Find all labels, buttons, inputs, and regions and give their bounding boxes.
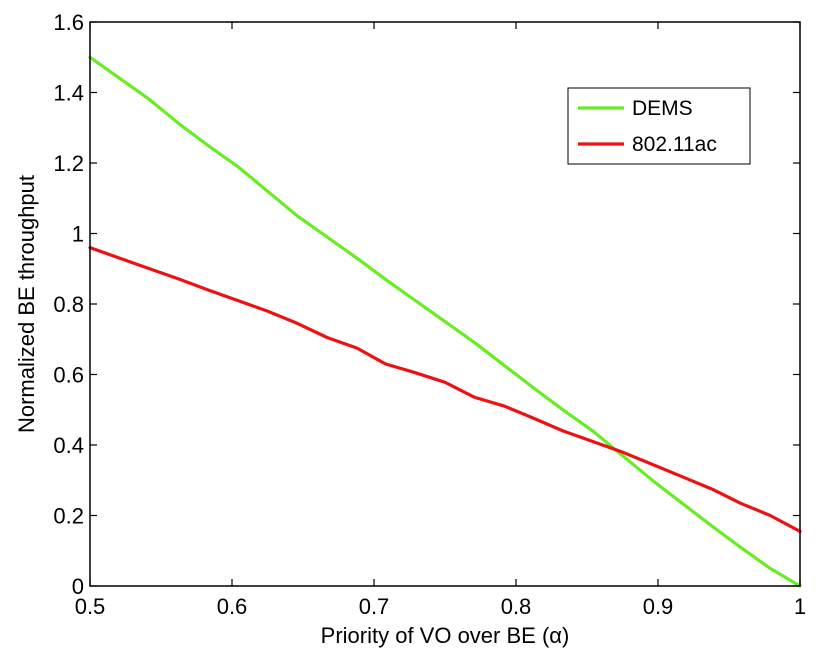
y-tick-label: 0.8: [53, 292, 84, 317]
series-line-802-11ac: [88, 246, 802, 534]
y-tick-label: 1.4: [53, 81, 84, 106]
legend-label-dems: DEMS: [632, 97, 693, 120]
legend-box: [567, 87, 751, 165]
plot-lines: [88, 55, 802, 588]
x-tick-label: 0.8: [501, 594, 532, 619]
series-line-dems: [88, 55, 802, 588]
x-tick-label: 0.6: [217, 594, 248, 619]
y-axis: 0 0.2 0.4 0.6 0.8 1 1.2 1.4 1.6: [53, 10, 800, 599]
x-axis: 0.5 0.6 0.7 0.8 0.9 1: [75, 22, 806, 619]
x-axis-label: Priority of VO over BE (α): [321, 623, 570, 648]
x-tick-label: 0.7: [359, 594, 390, 619]
y-tick-label: 0.2: [53, 504, 84, 529]
x-tick-label: 1: [794, 594, 806, 619]
legend-label-802-11ac: 802.11ac: [632, 133, 717, 156]
y-tick-label: 0.6: [53, 363, 84, 388]
x-tick-label: 0.5: [75, 594, 106, 619]
y-tick-label: 1.2: [53, 151, 84, 176]
y-tick-label: 1.6: [53, 10, 84, 35]
legend: DEMS 802.11ac: [567, 87, 751, 165]
y-axis-label: Normalized BE throughput: [14, 175, 39, 433]
y-tick-label: 1: [72, 222, 84, 247]
x-tick-label: 0.9: [643, 594, 674, 619]
y-tick-label: 0.4: [53, 433, 84, 458]
y-tick-label: 0: [72, 574, 84, 599]
